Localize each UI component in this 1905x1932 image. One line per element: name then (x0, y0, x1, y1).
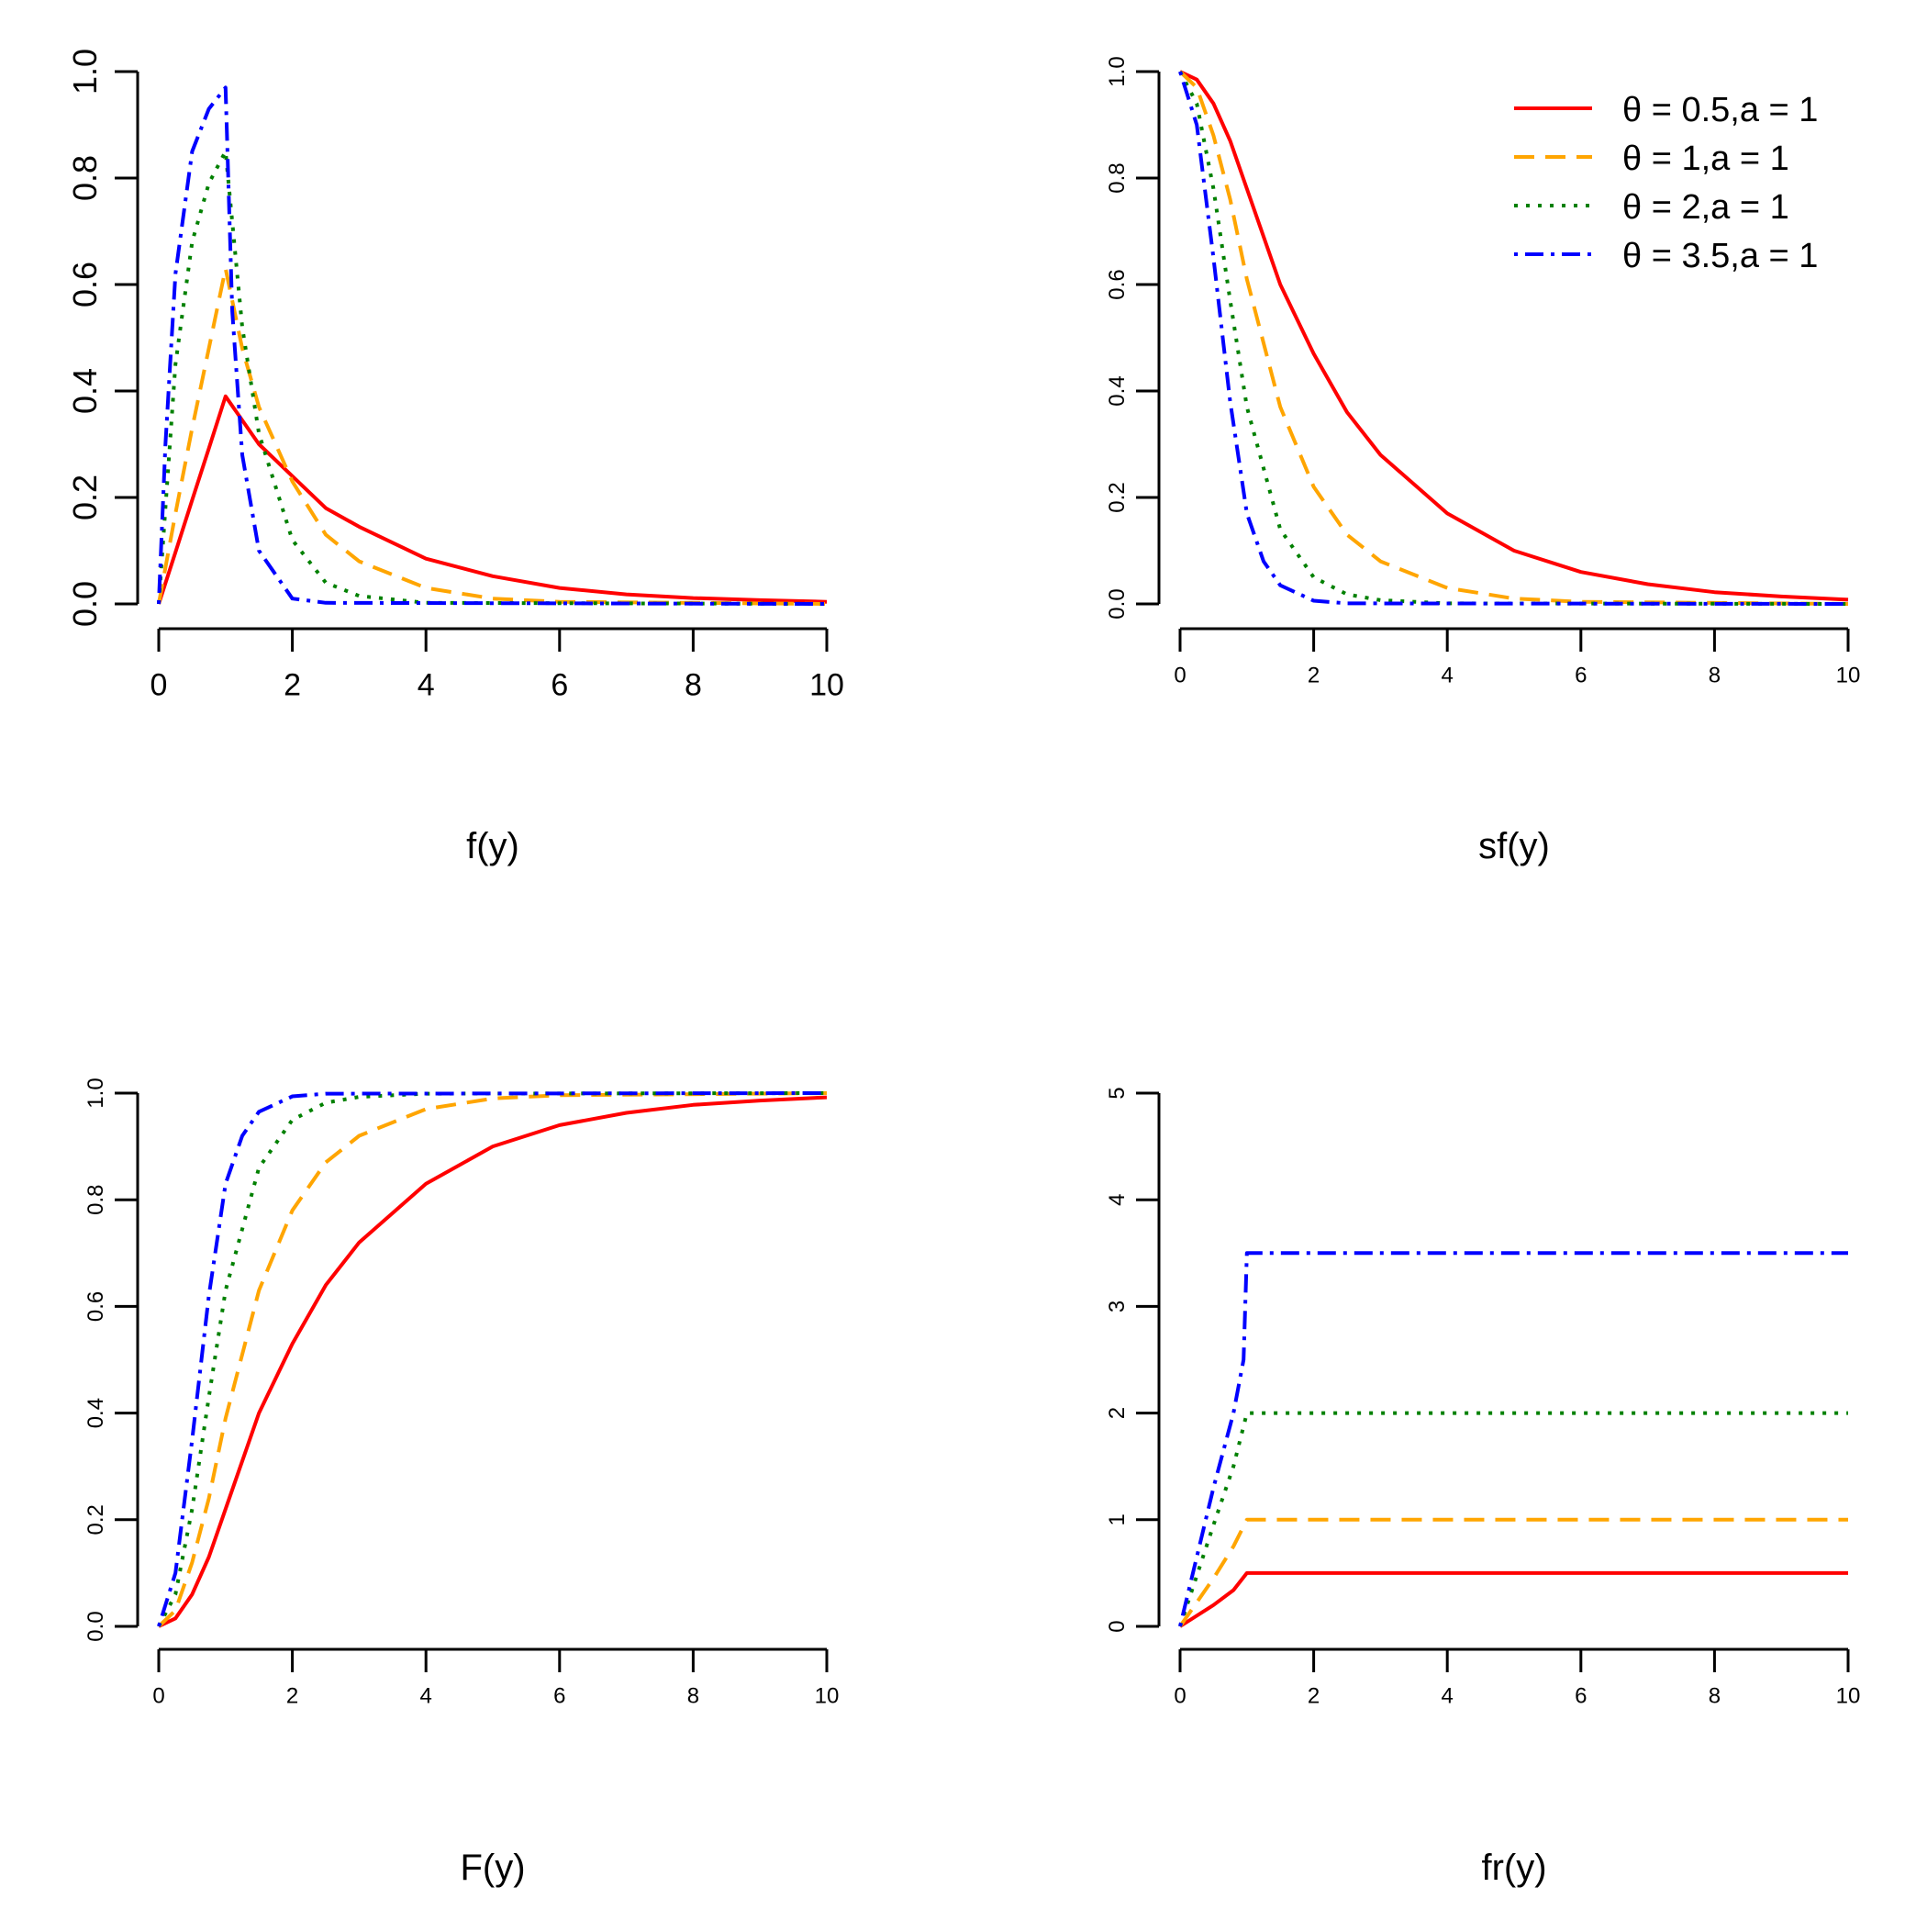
x-tick-label: 4 (1442, 664, 1454, 688)
x-tick-label: 6 (1575, 664, 1587, 688)
x-axis-label: fr(y) (1481, 1848, 1546, 1888)
y-tick-label: 1 (1105, 1513, 1130, 1525)
series-line (157, 266, 828, 606)
x-tick-label: 10 (815, 1684, 840, 1709)
panel-cdf: 0 2 4 6 8 10 0.0 0.2 0.4 0.6 0.8 1.0 F(y) (84, 1078, 840, 1888)
series-line (1178, 71, 1849, 606)
x-tick-label: 2 (1308, 664, 1320, 688)
y-tick-label: 0 (1105, 1620, 1130, 1632)
legend-entry-label: θ = 2,a = 1 (1622, 188, 1789, 227)
x-tick-label: 10 (1836, 1684, 1861, 1709)
x-tick-label: 2 (1308, 1684, 1320, 1709)
series-line (1178, 1570, 1848, 1628)
series-line (1178, 71, 1849, 606)
series-line (157, 1091, 828, 1628)
x-tick-label: 8 (685, 668, 702, 703)
x-tick-label: 0 (152, 1684, 164, 1709)
panel-sf: 0 2 4 6 8 10 0.0 0.2 0.4 0.6 0.8 1.0 sf(y) θ = 0.5,a … (1105, 56, 1861, 866)
y-tick-label: 0.4 (66, 368, 104, 414)
x-tick-label: 0 (1174, 664, 1186, 688)
y-tick-label: 0.8 (66, 155, 104, 201)
x-axis-label: sf(y) (1478, 826, 1550, 866)
y-tick-label: 2 (1105, 1407, 1130, 1419)
series-line (157, 1091, 828, 1627)
x-tick-label: 0 (150, 668, 168, 703)
y-tick-label: 1.0 (1105, 56, 1130, 86)
y-tick-label: 0.4 (1105, 375, 1130, 406)
y-tick-label: 0.6 (84, 1291, 108, 1322)
series-line (1179, 70, 1849, 602)
x-tick-label: 6 (1575, 1684, 1587, 1709)
series-line (1178, 1411, 1848, 1627)
x-tick-label: 6 (551, 668, 568, 703)
y-tick-label: 0.2 (66, 475, 104, 520)
x-tick-label: 4 (1442, 1684, 1454, 1709)
series-line (158, 1095, 828, 1628)
legend: θ = 0.5,a = 1 θ = 1,a = 1 θ = 2,a = 1 θ = 3… (1514, 91, 1818, 275)
series-line (1178, 70, 1849, 606)
y-tick-label: 0.8 (1105, 162, 1130, 193)
y-tick-label: 0.2 (1105, 482, 1130, 512)
panel-hazard: 0 2 4 6 8 10 0 1 2 3 4 5 fr(y) (1105, 1087, 1861, 1888)
series-line (157, 150, 828, 606)
y-tick-label: 0.6 (66, 262, 104, 307)
legend-entry-label: θ = 0.5,a = 1 (1622, 91, 1818, 129)
series-line (1178, 1517, 1848, 1628)
x-axis-label: f(y) (466, 826, 519, 866)
x-tick-label: 8 (687, 1684, 699, 1709)
y-tick-label: 0.0 (1105, 588, 1130, 619)
x-tick-label: 10 (1836, 664, 1861, 688)
series-line (157, 85, 828, 606)
legend-entry-label: θ = 3.5,a = 1 (1622, 237, 1818, 275)
y-tick-label: 5 (1105, 1087, 1130, 1099)
x-axis-label: F(y) (460, 1848, 525, 1888)
x-tick-label: 4 (420, 1684, 432, 1709)
y-tick-label: 0.0 (84, 1611, 108, 1641)
x-tick-label: 8 (1709, 1684, 1721, 1709)
legend-entry-label: θ = 1,a = 1 (1622, 140, 1789, 178)
series-line (157, 394, 828, 605)
x-tick-label: 6 (553, 1684, 565, 1709)
y-tick-label: 0.8 (84, 1185, 108, 1215)
y-tick-label: 0.6 (1105, 269, 1130, 299)
x-tick-label: 2 (286, 1684, 298, 1709)
y-tick-label: 0.0 (66, 581, 104, 627)
x-tick-label: 4 (418, 668, 435, 703)
y-tick-label: 1.0 (84, 1078, 108, 1108)
y-tick-label: 0.2 (84, 1504, 108, 1535)
y-tick-label: 1.0 (66, 49, 104, 95)
series-line (157, 1091, 828, 1627)
y-tick-label: 0.4 (84, 1398, 108, 1428)
x-tick-label: 10 (809, 668, 844, 703)
x-tick-label: 8 (1709, 664, 1721, 688)
x-tick-label: 2 (284, 668, 301, 703)
series-line (1178, 1251, 1848, 1627)
y-tick-label: 4 (1105, 1194, 1130, 1206)
y-tick-label: 3 (1105, 1301, 1130, 1312)
panel-pdf: 0 2 4 6 8 10 0.0 0.2 0.4 0.6 0.8 1.0 f(y) (66, 49, 844, 866)
x-tick-label: 0 (1174, 1684, 1186, 1709)
